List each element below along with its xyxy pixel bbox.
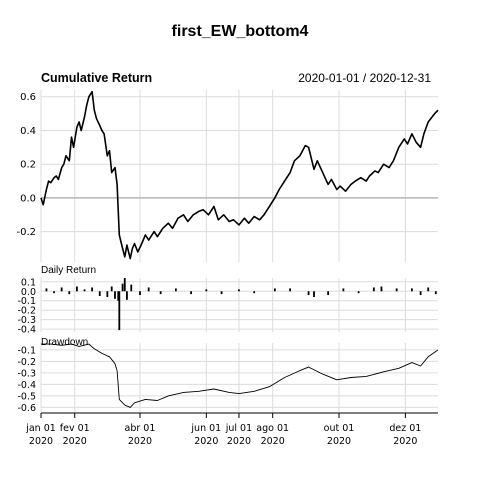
return-bar <box>238 289 240 292</box>
return-bar <box>205 289 208 292</box>
return-bar <box>307 291 310 296</box>
return-bar <box>98 291 101 296</box>
chart-title: first_EW_bottom4 <box>172 23 309 40</box>
return-bar <box>380 286 383 292</box>
period-label: 2020-01-01 / 2020-12-31 <box>298 71 431 85</box>
x-tick-label-month: abr 01 <box>125 423 156 434</box>
return-bar <box>190 291 192 295</box>
return-bar <box>123 278 126 292</box>
return-bar <box>313 291 315 297</box>
series-line-cumulative-return <box>40 90 439 260</box>
y-tick-label: -0.3 <box>17 315 36 326</box>
panel-title-daily-return: Daily Return <box>41 265 96 276</box>
y-tick-label: -0.4 <box>17 325 36 336</box>
return-bar <box>327 291 330 296</box>
x-tick-label-month: jun 01 <box>190 423 221 434</box>
panel-title-drawdown: Drawdown <box>41 337 88 348</box>
return-bar <box>273 288 276 292</box>
y-tick-label: 0.0 <box>20 193 36 204</box>
return-bar <box>118 291 121 331</box>
return-bar <box>434 291 437 295</box>
y-tick-label: -0.6 <box>17 403 36 414</box>
return-bar <box>121 283 124 292</box>
y-tick-label: -0.1 <box>17 345 36 356</box>
y-tick-label: -0.3 <box>17 368 36 379</box>
x-tick-label-month: jul 01 <box>225 423 252 434</box>
panel-title-cumulative-return: Cumulative Return <box>41 71 152 85</box>
return-bar <box>289 288 291 292</box>
return-bar <box>342 288 345 292</box>
return-bar <box>110 286 113 292</box>
y-tick-label: -0.1 <box>17 296 36 307</box>
return-bar <box>372 287 375 292</box>
series-line-drawdown <box>41 343 439 408</box>
return-bar <box>220 291 223 295</box>
return-bar <box>427 287 430 292</box>
return-bar <box>114 291 116 299</box>
y-tick-label: 0.4 <box>20 126 36 137</box>
return-bar <box>419 291 422 296</box>
return-bar <box>139 291 141 296</box>
y-tick-label: 0.6 <box>20 92 36 103</box>
panel-cumulative-return: 0.6 0.4 0.2 0.0 -0.2 <box>16 90 439 262</box>
return-bar <box>83 289 86 292</box>
x-tick-label-year: 2020 <box>227 436 251 447</box>
y-tick-label: 0.0 <box>21 287 36 298</box>
panel-daily-return: 0.10.0-0.1-0.2-0.3-0.4 <box>17 277 438 336</box>
return-bar <box>68 291 71 295</box>
chart-panels: 0.60.40.20.0-0.20.10.0-0.1-0.2-0.3-0.4-0… <box>16 90 439 414</box>
x-tick-label-month: fev 01 <box>60 423 90 434</box>
x-tick-label-month: dez 01 <box>389 423 421 434</box>
y-tick-label: -0.2 <box>16 227 36 238</box>
return-bar <box>117 291 120 301</box>
y-tick-label: 0.1 <box>21 277 36 288</box>
return-bar <box>253 291 256 294</box>
return-bar <box>45 288 48 292</box>
return-bar <box>130 284 133 292</box>
return-bar <box>395 288 398 292</box>
x-axis: jan 01 2020 fev 01 2020 abr 01 2020 jun 01 2020… <box>25 412 438 447</box>
x-tick-label-year: 2020 <box>327 436 351 447</box>
x-tick-label-year: 2020 <box>194 436 218 447</box>
return-bar <box>147 287 150 292</box>
return-bar <box>159 291 162 295</box>
return-bar <box>357 291 360 294</box>
x-tick-label-month: jan 01 <box>25 423 56 434</box>
y-tick-label: -0.2 <box>17 357 36 368</box>
y-tick-label: 0.2 <box>20 160 36 171</box>
return-bar <box>174 288 177 292</box>
return-bar <box>60 287 63 292</box>
x-tick-label-month: out 01 <box>324 423 355 434</box>
return-bar <box>106 291 109 297</box>
x-tick-label-year: 2020 <box>261 436 285 447</box>
return-bar <box>75 286 78 292</box>
y-tick-label: -0.4 <box>17 380 36 391</box>
x-tick-label-year: 2020 <box>29 436 53 447</box>
x-tick-label-year: 2020 <box>63 436 87 447</box>
return-bar <box>410 288 413 292</box>
return-bar <box>91 287 94 292</box>
return-bar <box>126 291 128 300</box>
x-tick-label-year: 2020 <box>128 436 152 447</box>
y-tick-label: -0.2 <box>17 306 36 317</box>
x-tick-label-month: ago 01 <box>256 423 289 434</box>
y-tick-label: -0.5 <box>17 391 36 402</box>
x-tick-label-year: 2020 <box>393 436 417 447</box>
return-bar <box>53 291 55 294</box>
panel-drawdown: -0.1-0.2-0.3-0.4-0.5-0.6 <box>17 343 439 414</box>
